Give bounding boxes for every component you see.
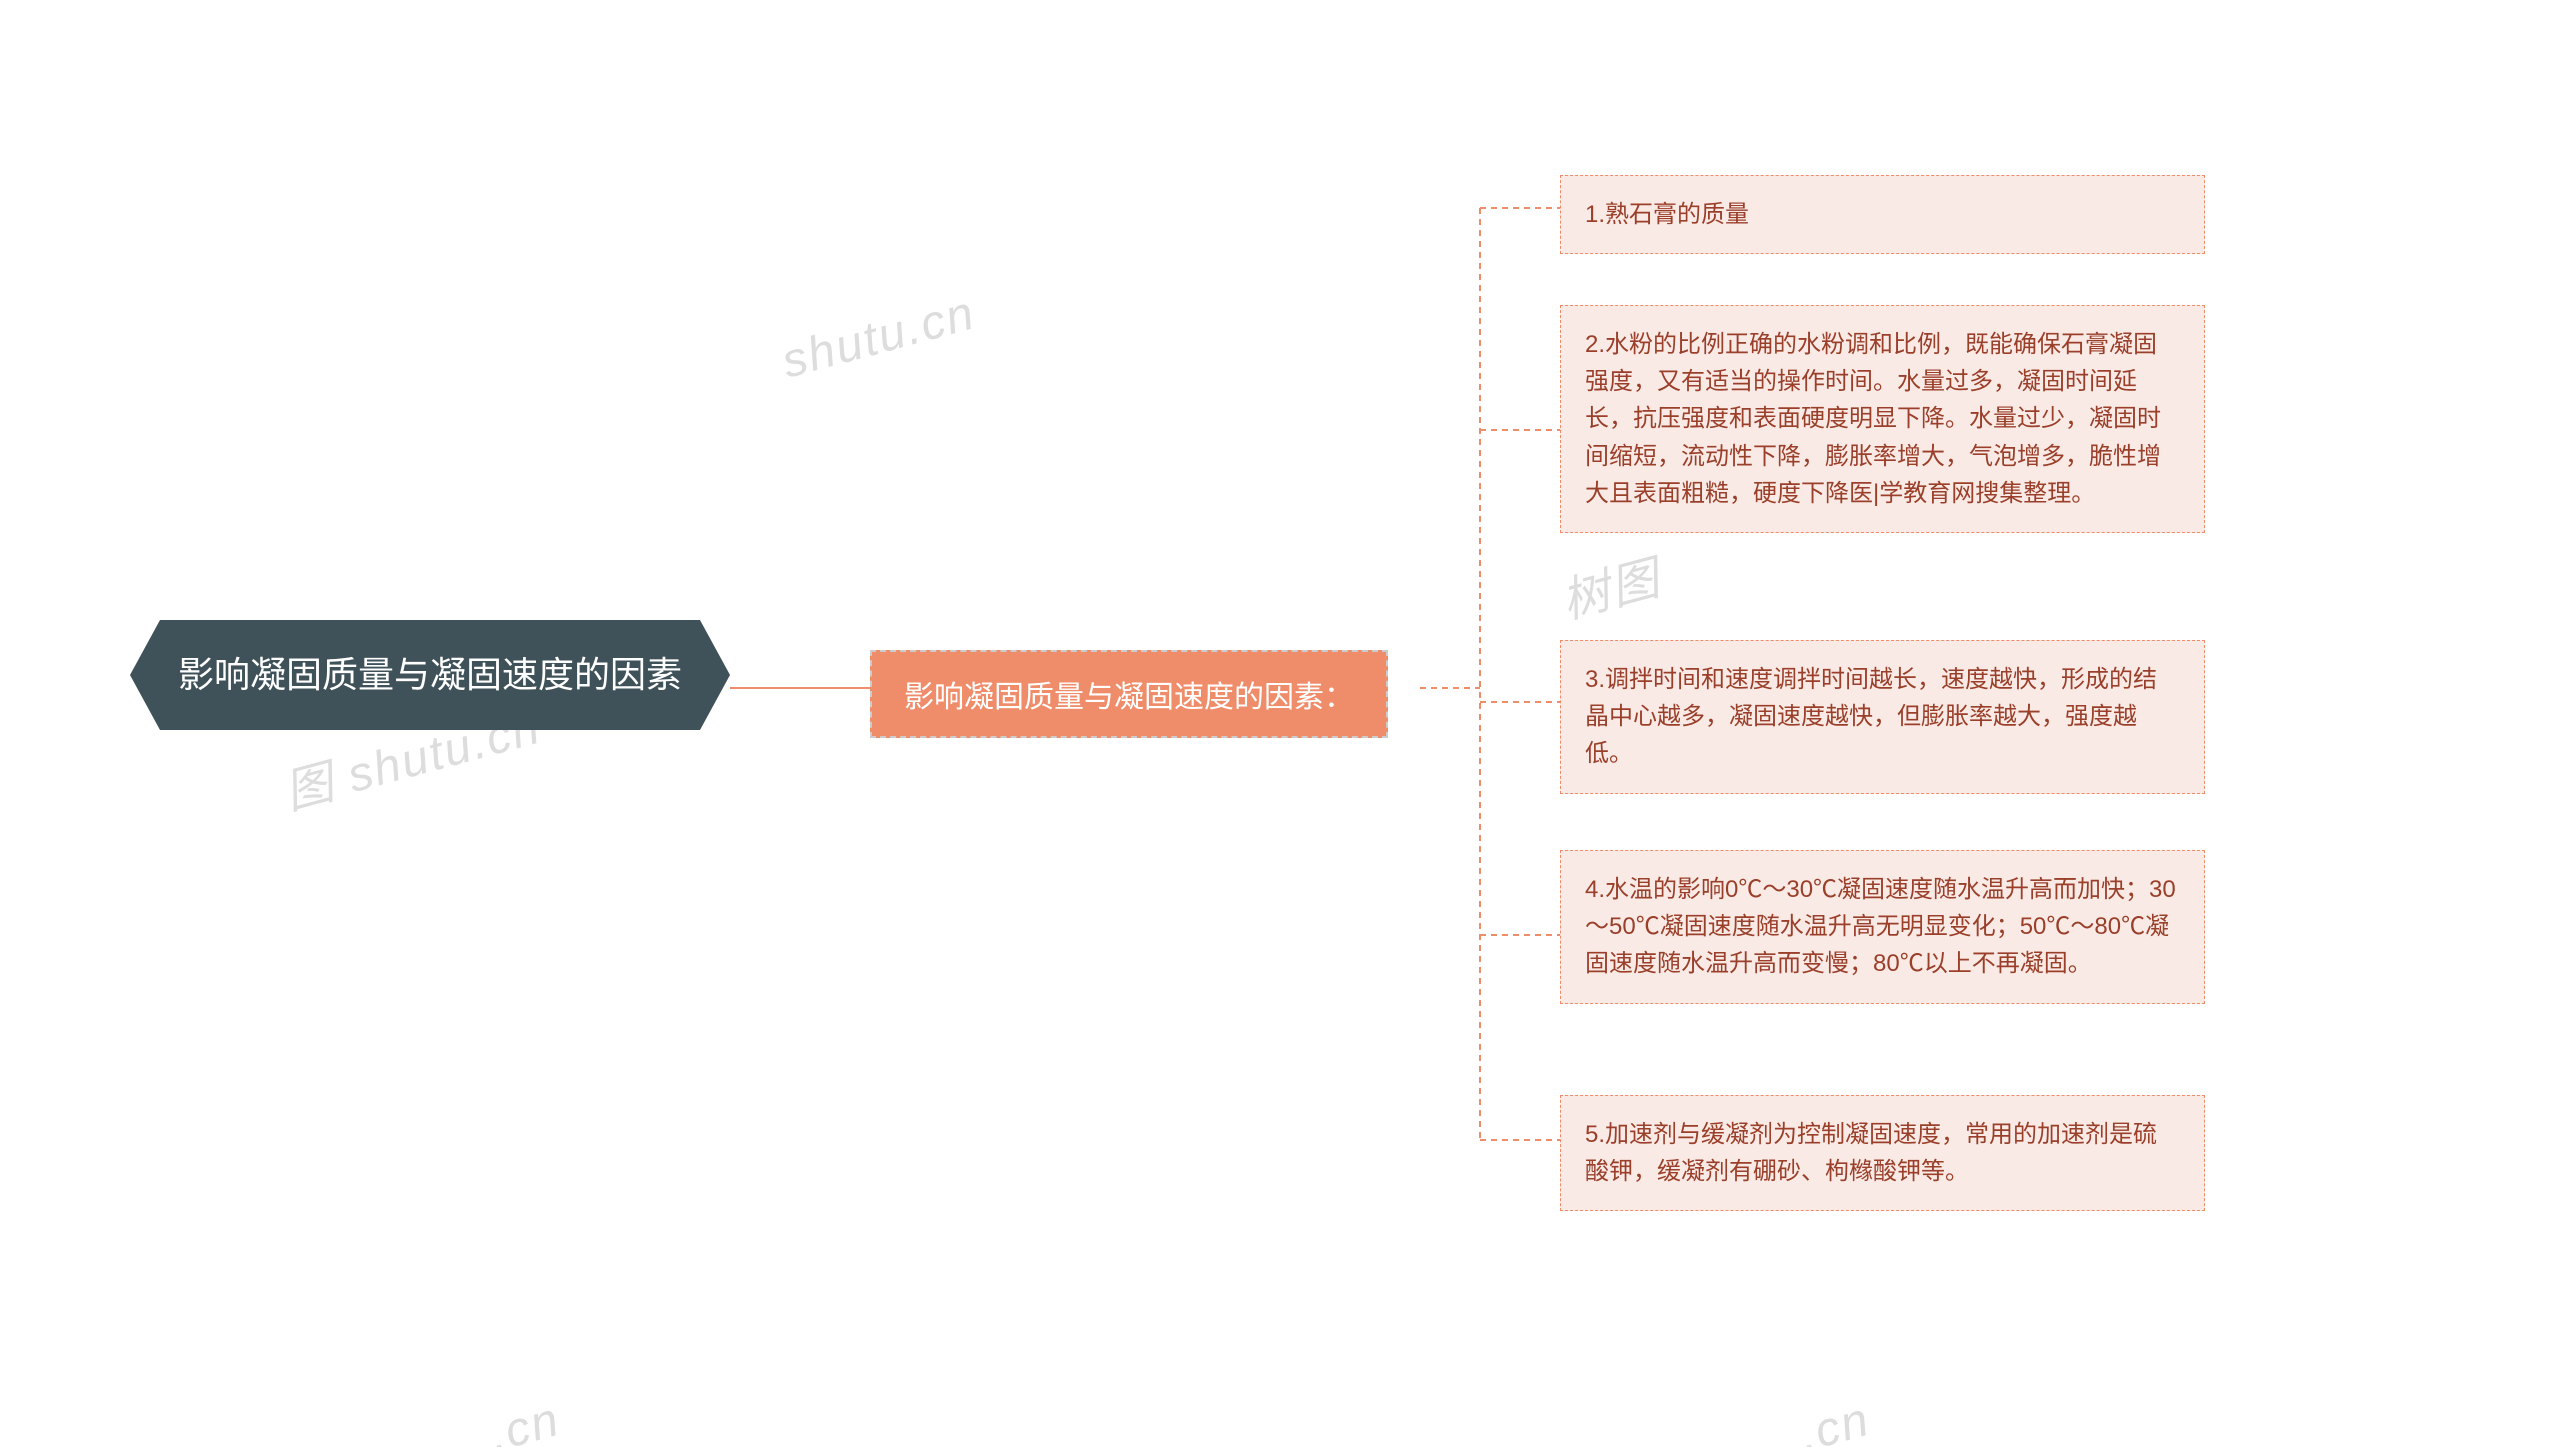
mid-node-label: 影响凝固质量与凝固速度的因素： (904, 681, 1354, 714)
leaf-node-5[interactable]: 5.加速剂与缓凝剂为控制凝固速度，常用的加速剂是硫酸钾，缓凝剂有硼砂、枸橼酸钾等… (1560, 1095, 2205, 1211)
leaf-node-3[interactable]: 3.调拌时间和速度调拌时间越长，速度越快，形成的结晶中心越多，凝固速度越快，但膨… (1560, 640, 2205, 794)
leaf-node-1[interactable]: 1.熟石膏的质量 (1560, 175, 2205, 254)
leaf-node-label: 3.调拌时间和速度调拌时间越长，速度越快，形成的结晶中心越多，凝固速度越快，但膨… (1585, 666, 2157, 767)
leaf-node-label: 2.水粉的比例正确的水粉调和比例，既能确保石膏凝固强度，又有适当的操作时间。水量… (1585, 331, 2161, 507)
mid-node[interactable]: 影响凝固质量与凝固速度的因素： (870, 650, 1388, 738)
root-node-label: 影响凝固质量与凝固速度的因素 (178, 654, 682, 695)
leaf-node-label: 5.加速剂与缓凝剂为控制凝固速度，常用的加速剂是硫酸钾，缓凝剂有硼砂、枸橼酸钾等… (1585, 1121, 2157, 1185)
leaf-node-2[interactable]: 2.水粉的比例正确的水粉调和比例，既能确保石膏凝固强度，又有适当的操作时间。水量… (1560, 305, 2205, 533)
watermark: 树图 (1553, 538, 1668, 632)
root-node[interactable]: 影响凝固质量与凝固速度的因素 (130, 620, 730, 730)
leaf-node-label: 1.熟石膏的质量 (1585, 201, 1749, 228)
leaf-node-label: 4.水温的影响0℃～30℃凝固速度随水温升高而加快；30～50℃凝固速度随水温升… (1585, 876, 2176, 977)
leaf-node-4[interactable]: 4.水温的影响0℃～30℃凝固速度随水温升高而加快；30～50℃凝固速度随水温升… (1560, 850, 2205, 1004)
watermark: shutu.cn (776, 285, 981, 389)
watermark: .cn (1794, 1392, 1876, 1447)
watermark: .cn (484, 1392, 566, 1447)
